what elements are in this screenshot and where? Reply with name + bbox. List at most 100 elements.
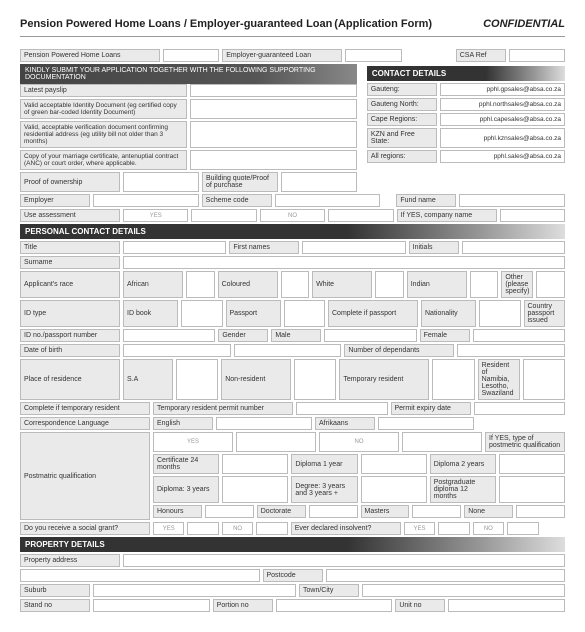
town-field[interactable]: [362, 584, 565, 597]
race-other-check[interactable]: [536, 271, 565, 298]
ped-field[interactable]: [474, 402, 566, 415]
postcode-label: Postcode: [263, 569, 323, 582]
idtype-label: ID type: [20, 300, 120, 327]
pm1: Certificate 24 months: [153, 454, 219, 474]
comptemp-label: Complete if temporary resident: [20, 402, 150, 415]
race-white-check[interactable]: [375, 271, 404, 298]
doc3-check[interactable]: [190, 121, 357, 148]
tempres: Temporary resident: [339, 359, 429, 400]
pm9-check[interactable]: [412, 505, 461, 518]
use-no[interactable]: NO: [260, 209, 325, 222]
idno-field[interactable]: [123, 329, 215, 342]
pm8-check[interactable]: [309, 505, 358, 518]
pm-yes[interactable]: YES: [153, 432, 233, 452]
grant-yes[interactable]: YES: [153, 522, 184, 535]
scheme-field[interactable]: [275, 194, 381, 207]
pm1-check[interactable]: [222, 454, 288, 474]
pm-no[interactable]: NO: [319, 432, 399, 452]
pm5-check[interactable]: [361, 476, 427, 503]
doc1-check[interactable]: [190, 84, 357, 97]
pm10-check[interactable]: [516, 505, 565, 518]
trpn-field[interactable]: [296, 402, 388, 415]
doc5a-check[interactable]: [123, 172, 199, 192]
sa-check[interactable]: [176, 359, 218, 400]
doc5b-check[interactable]: [281, 172, 357, 192]
egl-label: Employer-guaranteed Loan: [222, 49, 342, 62]
nationality-field[interactable]: [479, 300, 521, 327]
egl-check[interactable]: [345, 49, 401, 62]
pm-no-check[interactable]: [402, 432, 482, 452]
insolv-yes[interactable]: YES: [404, 522, 435, 535]
insolv-yes-check[interactable]: [438, 522, 469, 535]
first-field[interactable]: [302, 241, 405, 254]
doc2: Valid acceptable Identity Document (eg c…: [20, 99, 187, 119]
header-title: Pension Powered Home Loans / Employer-gu…: [20, 18, 332, 30]
idbook-check[interactable]: [181, 300, 223, 327]
pm2-check[interactable]: [361, 454, 427, 474]
female-check[interactable]: [473, 329, 565, 342]
initials-field[interactable]: [462, 241, 565, 254]
portion-label: Portion no: [213, 599, 273, 612]
use-no-check[interactable]: [328, 209, 393, 222]
employer-field[interactable]: [93, 194, 199, 207]
use-company-field[interactable]: [500, 209, 565, 222]
english-check[interactable]: [216, 417, 312, 430]
grant-yes-check[interactable]: [187, 522, 218, 535]
idno-label: ID no./passport number: [20, 329, 120, 342]
grant-no-check[interactable]: [256, 522, 287, 535]
race-coloured-check[interactable]: [281, 271, 310, 298]
addr-field[interactable]: [123, 554, 565, 567]
use-yes-check[interactable]: [191, 209, 256, 222]
csa-field[interactable]: [509, 49, 565, 62]
confidential-label: CONFIDENTIAL: [483, 18, 565, 30]
surname-field[interactable]: [123, 256, 565, 269]
use-yes[interactable]: YES: [123, 209, 188, 222]
race-indian-check[interactable]: [470, 271, 499, 298]
nls: Resident of Namibia, Lesotho, Swaziland: [478, 359, 520, 400]
doc5a: Proof of ownership: [20, 172, 120, 192]
title-field[interactable]: [123, 241, 226, 254]
suburb-field[interactable]: [93, 584, 296, 597]
afrikaans-check[interactable]: [378, 417, 474, 430]
pphl-check[interactable]: [163, 49, 219, 62]
pm6-check[interactable]: [499, 476, 565, 503]
ped-label: Permit expiry date: [391, 402, 471, 415]
fund-field[interactable]: [459, 194, 565, 207]
nls-check[interactable]: [523, 359, 565, 400]
pm7: Honours: [153, 505, 202, 518]
race-african-check[interactable]: [186, 271, 215, 298]
insolv-no[interactable]: NO: [473, 522, 504, 535]
scheme-label: Scheme code: [202, 194, 272, 207]
insolv-no-check[interactable]: [507, 522, 538, 535]
town-label: Town/City: [299, 584, 359, 597]
c4l: KZN and Free State:: [367, 128, 437, 148]
unit-label: Unit no: [395, 599, 445, 612]
contact-bar: CONTACT DETAILS: [367, 66, 565, 81]
portion-field[interactable]: [276, 599, 393, 612]
tempres-check[interactable]: [432, 359, 474, 400]
pm4-check[interactable]: [222, 476, 288, 503]
doc4-check[interactable]: [190, 150, 357, 170]
gender-label: Gender: [218, 329, 268, 342]
postcode-field[interactable]: [326, 569, 566, 582]
top-row: Pension Powered Home Loans Employer-guar…: [20, 49, 565, 62]
addr-field2[interactable]: [20, 569, 260, 582]
passport-check[interactable]: [284, 300, 326, 327]
pm8: Doctorate: [257, 505, 306, 518]
stand-field[interactable]: [93, 599, 210, 612]
cpi-label: Country passport issued: [524, 300, 566, 327]
initials-label: Initials: [409, 241, 459, 254]
pm7-check[interactable]: [205, 505, 254, 518]
doc2-check[interactable]: [190, 99, 357, 119]
pm3-check[interactable]: [499, 454, 565, 474]
pm-yes-check[interactable]: [236, 432, 316, 452]
dob-field[interactable]: [123, 344, 231, 357]
nonres-check[interactable]: [294, 359, 336, 400]
grant-no[interactable]: NO: [222, 522, 253, 535]
unit-field[interactable]: [448, 599, 565, 612]
passport: Passport: [226, 300, 281, 327]
c2l: Gauteng North:: [367, 98, 437, 111]
male-check[interactable]: [324, 329, 416, 342]
dep-field[interactable]: [457, 344, 565, 357]
nonres: Non-resident: [221, 359, 291, 400]
